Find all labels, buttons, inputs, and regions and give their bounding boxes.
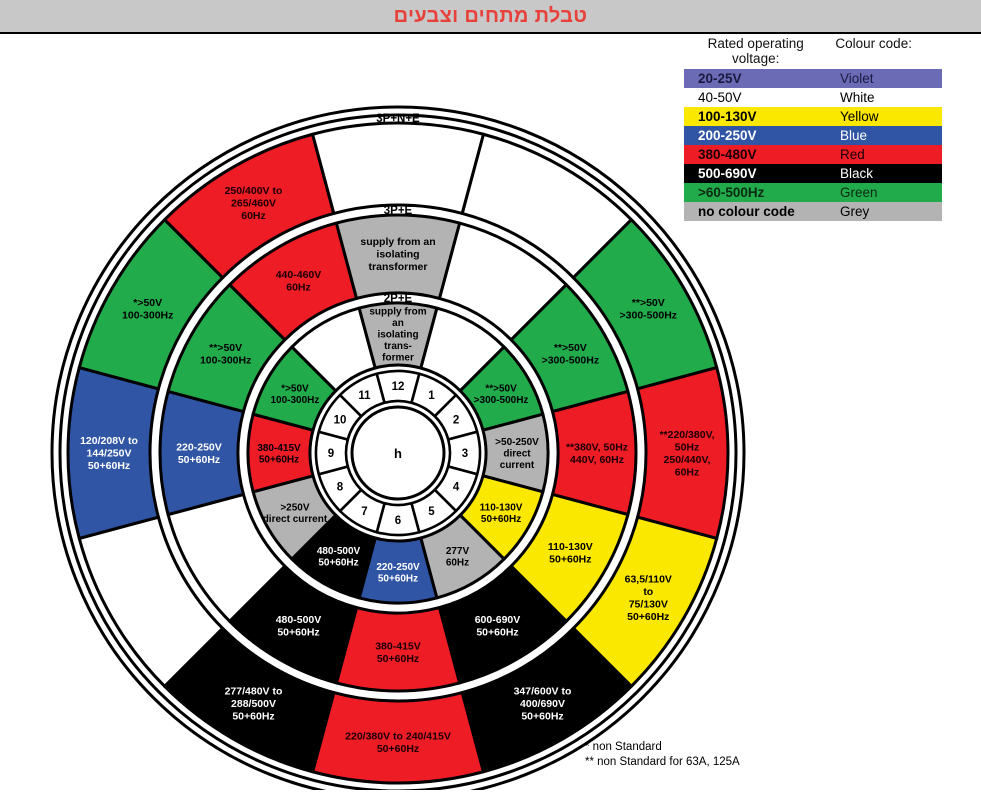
wheel-segment[interactable] [334, 213, 462, 300]
clock-position-label: 5 [428, 506, 435, 518]
legend-header-voltage: Rated operating voltage: [707, 36, 804, 66]
legend-row: 20-25V Violet [684, 69, 942, 88]
wheel-segment[interactable] [357, 301, 439, 370]
voltage-colour-wheel: **>50V >300-500Hz **220/380V, 50Hz 250/440V,… [50, 105, 746, 790]
clock-position-label: 9 [328, 448, 334, 460]
clock-position-label: 4 [453, 482, 460, 494]
wheel-segment-label: **>50V >300-500Hz [474, 383, 529, 406]
footnote-1: * non Standard [585, 741, 662, 753]
legend-voltage: 200-250V [698, 128, 757, 143]
colour-code-legend: Rated operating voltage: Colour code: 20… [684, 36, 942, 221]
clock-position-label: 6 [395, 515, 401, 527]
clock-position-label: 11 [358, 390, 371, 402]
wheel-segment-label: supply from an isolating transformer [360, 236, 435, 273]
ring-label-2p-e: 2P+E [384, 293, 413, 305]
legend-colour-name: Black [840, 166, 874, 181]
clock-position-label: 12 [392, 381, 405, 393]
wheel-segment-label: 480-500V 50+60Hz [276, 614, 322, 639]
clock-position-label: 2 [453, 415, 459, 427]
legend-colour-name: Grey [840, 204, 870, 219]
legend-header-colour: Colour code: [835, 36, 912, 51]
legend-row: 40-50V White [684, 88, 942, 107]
wheel-segment-label: >50-250V direct current [495, 437, 539, 471]
hub-label: h [394, 446, 402, 461]
legend-row: no colour code Grey [684, 202, 942, 221]
clock-position-label: 8 [337, 482, 344, 494]
legend-voltage: 20-25V [698, 71, 742, 86]
wheel-segment-label: 110-130V 50+60Hz [548, 541, 593, 566]
legend-voltage: >60-500Hz [698, 185, 765, 200]
wheel-segment-label: 380-415V 50+60Hz [257, 443, 301, 466]
legend-headers: Rated operating voltage: Colour code: [684, 36, 942, 66]
wheel-segment-label: 220/380V to 240/415V 50+60Hz [345, 730, 451, 755]
title-bar: טבלת מתחים וצבעים [0, 0, 981, 34]
clock-position-label: 10 [334, 415, 347, 427]
legend-voltage: 100-130V [698, 109, 757, 124]
page-title: טבלת מתחים וצבעים [393, 4, 588, 27]
legend-row: 100-130V Yellow [684, 107, 942, 126]
clock-position-label: 3 [462, 448, 468, 460]
clock-position-label: 1 [428, 390, 435, 402]
wheel-segment-label: 110-130V 50+60Hz [480, 502, 523, 525]
legend-rows: 20-25V Violet 40-50V White 100-130V Yellow 200… [684, 69, 942, 221]
wheel-inner-rim [58, 113, 738, 790]
legend-row: 200-250V Blue [684, 126, 942, 145]
wheel-segment-label: **220/380V, 50Hz 250/440V, 60Hz [659, 429, 714, 479]
legend-colour-name: Green [840, 185, 878, 200]
wheel-segment-label: 440-460V 60Hz [276, 269, 322, 294]
wheel-segment-label: 220-250V 50+60Hz [376, 562, 420, 585]
wheel-segment-label: 480-500V 50+60Hz [317, 546, 361, 569]
wheel-segment-label: >250V direct current [263, 502, 328, 525]
ring-label-3p-n-e: 3P+N+E [376, 113, 420, 125]
legend-colour-name: White [840, 90, 875, 105]
footnote-2: ** non Standard for 63A, 125A [585, 756, 740, 768]
wheel-segment-label: 347/600V to 400/690V 50+60Hz [514, 685, 572, 722]
wheel-segment-label: **380V, 50Hz 440V, 60Hz [566, 441, 628, 466]
legend-voltage: 500-690V [698, 166, 757, 181]
clock-position-cell[interactable] [375, 369, 421, 405]
wheel-hub [350, 405, 446, 501]
wheel-segment-label: **>50V 100-300Hz [200, 342, 251, 367]
legend-colour-name: Violet [840, 71, 874, 86]
wheel-segment[interactable] [311, 121, 485, 215]
wheel-segment-label: 277/480V to 288/500V 50+60Hz [225, 685, 283, 722]
wheel-segment-label: *>50V 100-300Hz [122, 297, 173, 322]
wheel-segment-label: **>50V >300-500Hz [620, 297, 678, 322]
legend-voltage: 40-50V [698, 90, 742, 105]
wheel-segment-label: supply from an isolating trans-former [369, 307, 426, 364]
legend-voltage: no colour code [698, 204, 795, 219]
wheel-segment-label: 250/400V to 265/460V 60Hz [225, 185, 283, 222]
clock-position-label: 7 [361, 506, 367, 518]
wheel-segment-label: 600-690V 50+60Hz [475, 614, 521, 639]
ring-3p-e: **>50V >300-500Hz**380V, 50Hz 440V, 60Hz11… [158, 213, 638, 693]
wheel-segment-label: 277V 60Hz [446, 546, 470, 569]
wheel-segment-label: 63,5/110V to 75/130V 50+60Hz [625, 573, 672, 623]
legend-voltage: 380-480V [698, 147, 757, 162]
legend-colour-name: Blue [840, 128, 868, 143]
legend-row: >60-500Hz Green [684, 183, 942, 202]
wheel-segment-label: **>50V >300-500Hz [542, 342, 600, 367]
wheel-segment-label: 380-415V 50+60Hz [375, 640, 421, 665]
ring-label-3p-e: 3P+E [384, 205, 413, 217]
wheel-segment-label: *>50V 100-300Hz [270, 383, 319, 406]
ring-3p-n-e: **>50V >300-500Hz **220/380V, 50Hz 250/440V,… [66, 121, 730, 785]
legend-row: 500-690V Black [684, 164, 942, 183]
legend-colour-name: Yellow [840, 109, 879, 124]
footnotes: * non Standard ** non Standard for 63A, … [585, 740, 740, 770]
wheel-segment-label: 120/208V to 144/250V 50+60Hz [80, 435, 138, 472]
legend-colour-name: Red [840, 147, 865, 162]
ring-2p-e: **>50V >300-500Hz>50-250V direct current110… [246, 301, 550, 605]
legend-row: 380-480V Red [684, 145, 942, 164]
wheel-segment-label: 220-250V 50+60Hz [176, 441, 222, 466]
